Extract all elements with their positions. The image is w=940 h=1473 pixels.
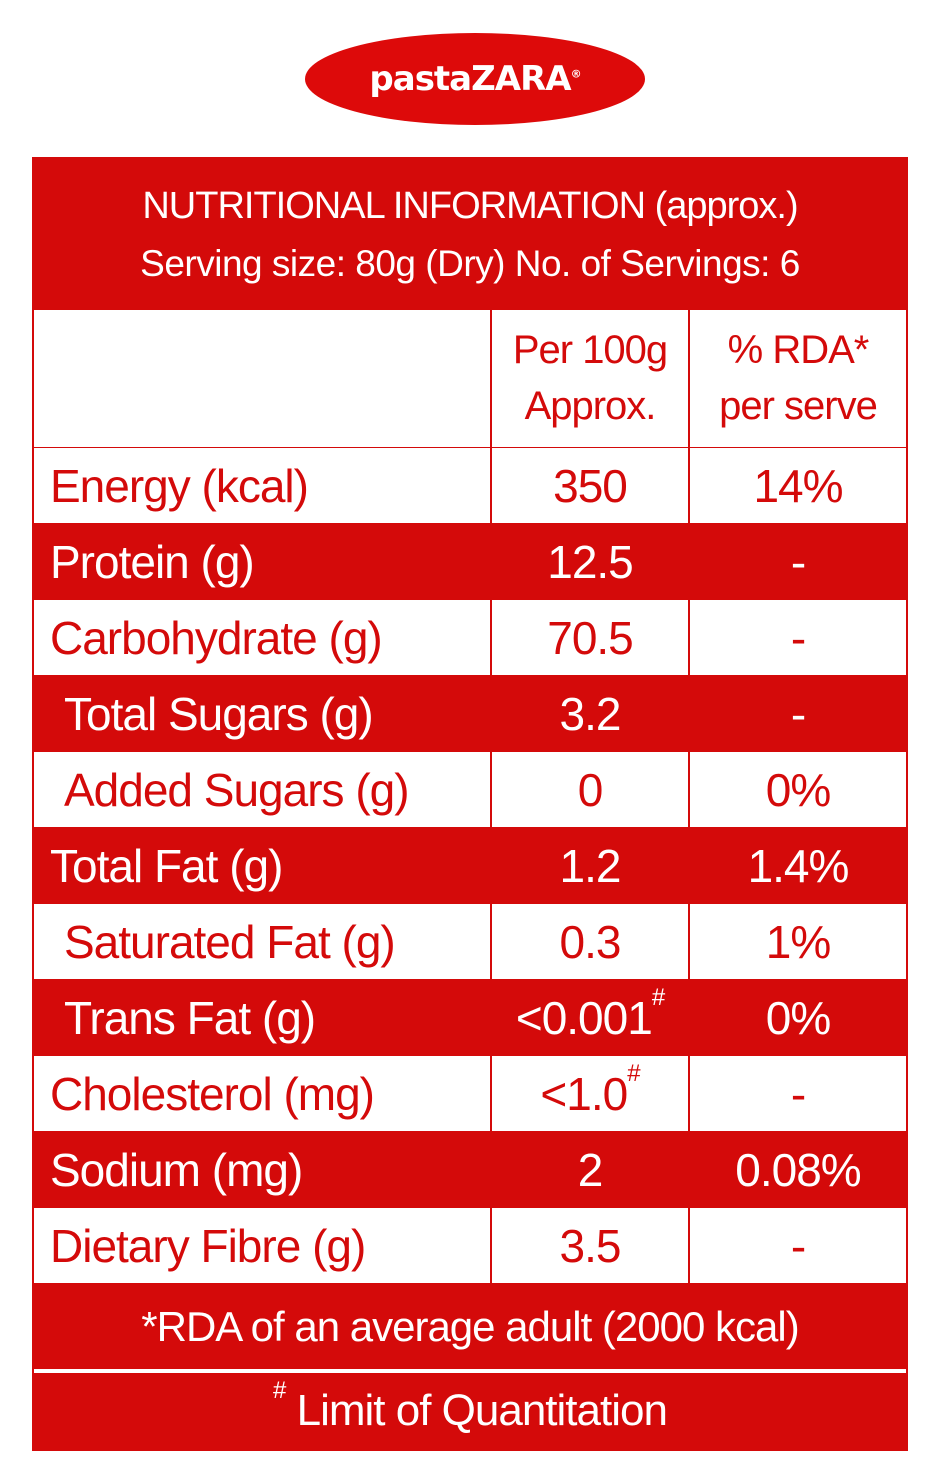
table-row: Protein (g) 12.5 - [34,523,906,599]
limit-footnote: # Limit of Quantitation [34,1373,906,1449]
per100-value: 70.5 [490,600,688,675]
table-title: NUTRITIONAL INFORMATION (approx.) [142,185,798,227]
table-row: Carbohydrate (g) 70.5 - [34,599,906,675]
per100-value: 1.2 [490,828,688,903]
nutrient-label: Saturated Fat (g) [64,916,396,968]
rda-value: - [688,524,906,599]
table-row: Saturated Fat (g) 0.3 1% [34,903,906,979]
table-row: Cholesterol (mg) <1.0# - [34,1055,906,1131]
registered-mark: ® [570,67,582,81]
nutrient-label: Cholesterol (mg) [50,1068,375,1120]
rda-value: 1.4% [688,828,906,903]
per100-value: 12.5 [490,524,688,599]
rda-value: 1% [688,904,906,979]
logo-text: pastaZARA [369,59,571,99]
nutrient-label: Energy (kcal) [50,460,309,512]
rda-value: 0% [688,980,906,1055]
hash-mark: # [273,1377,286,1404]
nutrient-label: Dietary Fibre (g) [50,1220,366,1272]
nutrient-label: Total Fat (g) [50,840,283,892]
rda-value: 14% [688,448,906,523]
table-row: Dietary Fibre (g) 3.5 - [34,1207,906,1283]
rda-value: - [688,600,906,675]
rda-value: 0.08% [688,1132,906,1207]
hash-mark: # [627,1060,640,1087]
table-header: NUTRITIONAL INFORMATION (approx.) Servin… [34,159,906,309]
table-row: Total Fat (g) 1.2 1.4% [34,827,906,903]
nutrient-label: Trans Fat (g) [64,992,316,1044]
per100-value: 0 [490,752,688,827]
rda-footnote: *RDA of an average adult (2000 kcal) [34,1283,906,1369]
per100-value: 0.3 [490,904,688,979]
rda-header: % RDA* per serve [688,310,906,447]
per100-value: 350 [490,448,688,523]
per100-header: Per 100g Approx. [490,310,688,447]
nutrient-label: Added Sugars (g) [64,764,410,816]
nutrient-label: Total Sugars (g) [64,688,374,740]
per100-value: 3.2 [490,676,688,751]
table-row: Sodium (mg) 2 0.08% [34,1131,906,1207]
rda-value: - [688,1056,906,1131]
nutrient-label: Carbohydrate (g) [50,612,383,664]
rda-value: - [688,1208,906,1283]
table-row: Added Sugars (g) 0 0% [34,751,906,827]
table-row: Trans Fat (g) <0.001# 0% [34,979,906,1055]
per100-value: <1.0# [490,1056,688,1131]
rda-value: 0% [688,752,906,827]
per100-value: <0.001# [490,980,688,1055]
nutrient-label: Protein (g) [50,536,255,588]
table-row: Total Sugars (g) 3.2 - [34,675,906,751]
nutrition-table: NUTRITIONAL INFORMATION (approx.) Servin… [32,157,908,1451]
serving-info: Serving size: 80g (Dry) No. of Servings:… [140,243,800,284]
table-row: Energy (kcal) 350 14% [34,447,906,523]
per100-value: 3.5 [490,1208,688,1283]
column-headers: Per 100g Approx. % RDA* per serve [34,309,906,447]
hash-mark: # [651,984,665,1011]
per100-value: 2 [490,1132,688,1207]
pastazara-logo: pastaZARA® [305,33,645,125]
rda-value: - [688,676,906,751]
nutrient-label: Sodium (mg) [50,1144,303,1196]
